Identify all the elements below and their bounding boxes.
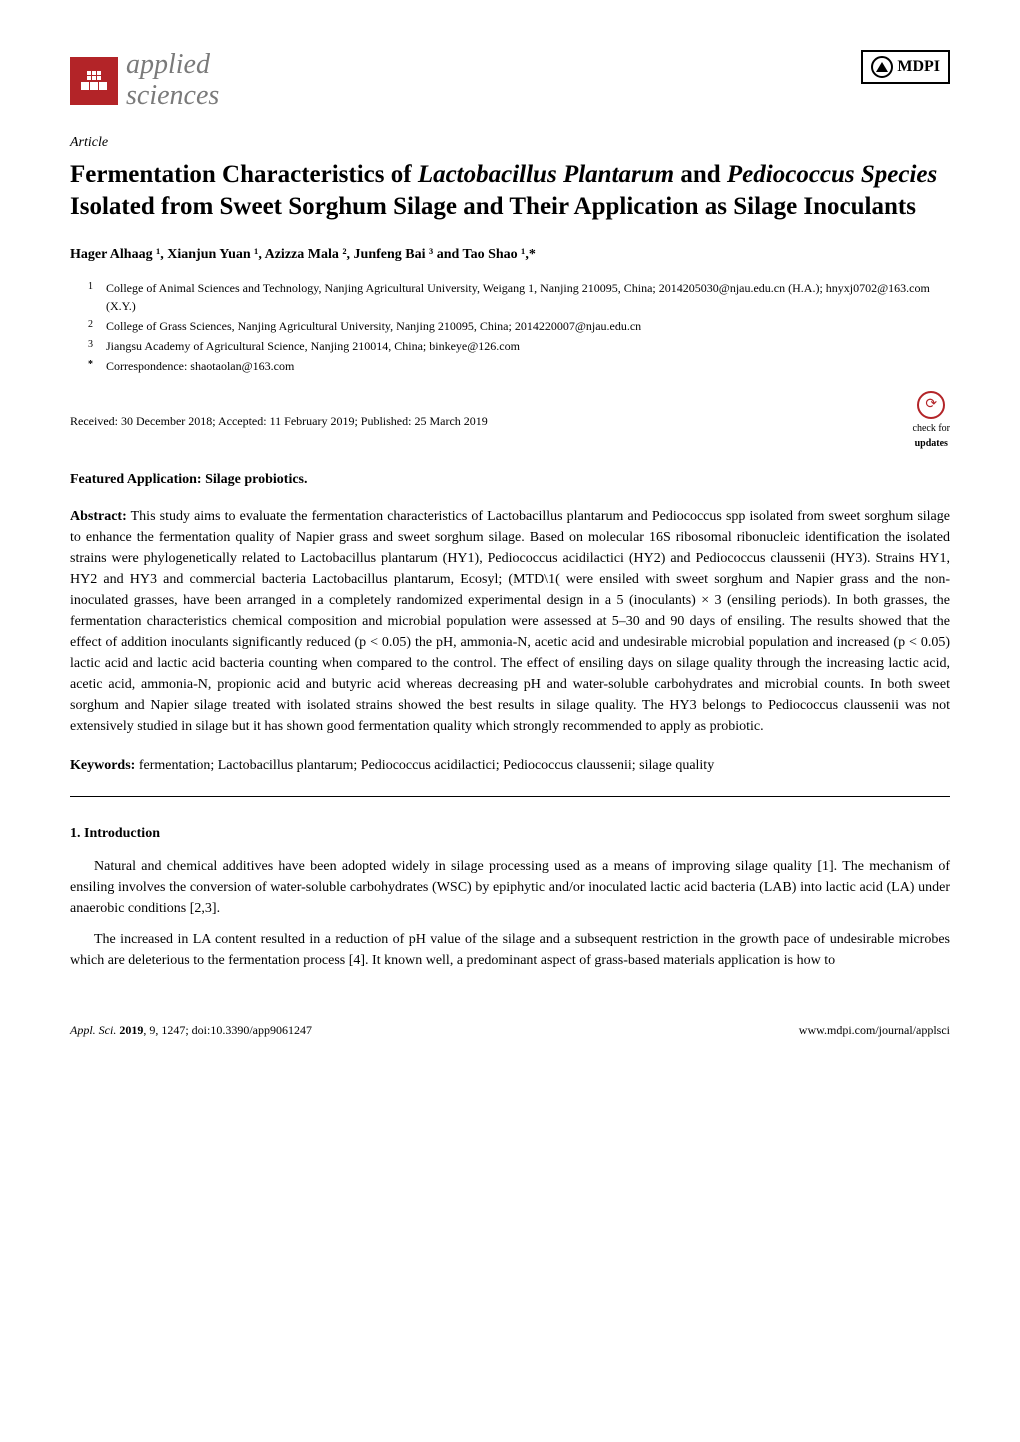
footer-url: www.mdpi.com/journal/applsci [799, 1021, 950, 1039]
affiliations-block: 1 College of Animal Sciences and Technol… [70, 279, 950, 375]
footer-year: 2019 [116, 1023, 143, 1037]
abstract-block: Abstract: This study aims to evaluate th… [70, 506, 950, 737]
page-header: applied sciences MDPI [70, 50, 950, 112]
authors-line: Hager Alhaag ¹, Xianjun Yuan ¹, Azizza M… [70, 244, 950, 265]
section-divider [70, 796, 950, 797]
affiliation-text: Correspondence: shaotaolan@163.com [106, 357, 294, 375]
affiliation-row: 1 College of Animal Sciences and Technol… [88, 279, 950, 315]
publication-dates: Received: 30 December 2018; Accepted: 11… [70, 412, 488, 430]
affiliation-number: 3 [88, 337, 96, 355]
abstract-label: Abstract: [70, 509, 127, 524]
featured-application: Featured Application: Silage probiotics. [70, 469, 950, 490]
article-title: Fermentation Characteristics of Lactobac… [70, 159, 950, 224]
check-updates-badge[interactable]: ⟳ check for updates [913, 391, 950, 451]
updates-text: updates [915, 436, 948, 451]
body-paragraph: The increased in LA content resulted in … [70, 929, 950, 971]
keywords-block: Keywords: fermentation; Lactobacillus pl… [70, 755, 950, 776]
abstract-text: This study aims to evaluate the fermenta… [70, 509, 950, 734]
updates-icon: ⟳ [917, 391, 945, 419]
affiliation-text: Jiangsu Academy of Agricultural Science,… [106, 337, 520, 355]
article-type: Article [70, 132, 950, 153]
journal-logo-block: applied sciences [70, 50, 219, 112]
updates-text: check for [913, 421, 950, 436]
affiliation-row: * Correspondence: shaotaolan@163.com [88, 357, 950, 375]
footer-doi: , 9, 1247; doi:10.3390/app9061247 [143, 1023, 312, 1037]
publisher-name: MDPI [897, 55, 940, 79]
keywords-label: Keywords: [70, 758, 135, 773]
affiliation-row: 2 College of Grass Sciences, Nanjing Agr… [88, 317, 950, 335]
title-text: Fermentation Characteristics of [70, 161, 418, 188]
dates-row: Received: 30 December 2018; Accepted: 11… [70, 391, 950, 451]
footer-citation: Appl. Sci. 2019, 9, 1247; doi:10.3390/ap… [70, 1021, 312, 1039]
journal-logo-icon [70, 57, 118, 105]
title-text: Isolated from Sweet Sorghum Silage and T… [70, 193, 916, 220]
journal-name: applied sciences [126, 50, 219, 112]
body-paragraph: Natural and chemical additives have been… [70, 856, 950, 919]
affiliation-number: * [88, 357, 96, 375]
mdpi-icon [871, 56, 893, 78]
journal-name-line1: applied [126, 50, 219, 81]
affiliation-text: College of Animal Sciences and Technolog… [106, 279, 950, 315]
title-text: and [674, 161, 727, 188]
affiliation-number: 2 [88, 317, 96, 335]
title-species2: Pediococcus Species [727, 161, 937, 188]
affiliation-text: College of Grass Sciences, Nanjing Agric… [106, 317, 641, 335]
keywords-text: fermentation; Lactobacillus plantarum; P… [135, 758, 714, 773]
journal-name-line2: sciences [126, 81, 219, 112]
page-footer: Appl. Sci. 2019, 9, 1247; doi:10.3390/ap… [70, 1021, 950, 1039]
title-species1: Lactobacillus Plantarum [418, 161, 674, 188]
publisher-logo: MDPI [861, 50, 950, 84]
affiliation-number: 1 [88, 279, 96, 315]
affiliation-row: 3 Jiangsu Academy of Agricultural Scienc… [88, 337, 950, 355]
section-heading: 1. Introduction [70, 823, 950, 844]
footer-journal: Appl. Sci. [70, 1023, 116, 1037]
